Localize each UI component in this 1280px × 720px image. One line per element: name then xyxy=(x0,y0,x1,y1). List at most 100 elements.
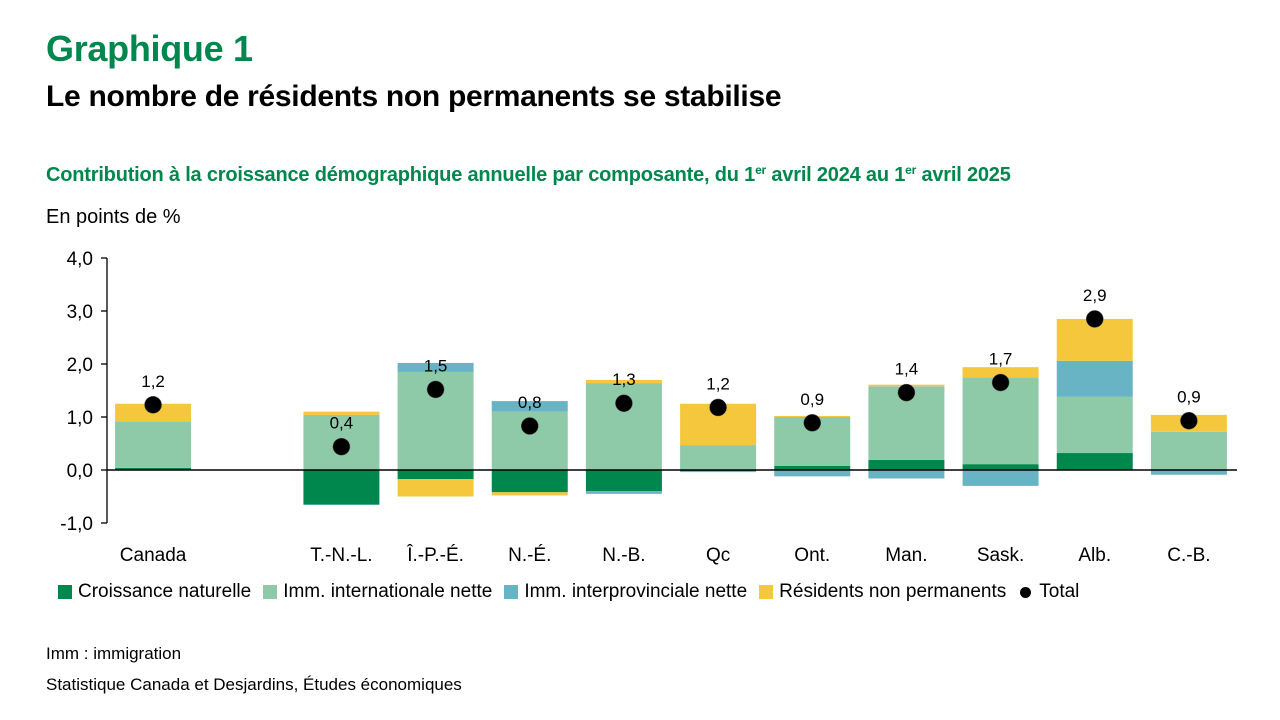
bar-segment-croissance-naturelle xyxy=(774,465,851,470)
total-data-label: 1,2 xyxy=(141,372,165,391)
legend-swatch xyxy=(263,585,278,599)
legend-label: Imm. internationale nette xyxy=(283,581,493,602)
total-data-label: 1,7 xyxy=(989,350,1013,369)
bars-layer xyxy=(115,318,1227,505)
legend-label: Imm. interprovinciale nette xyxy=(524,581,748,602)
total-data-label: 0,9 xyxy=(1177,388,1201,407)
bar-segment-imm-internationale xyxy=(115,421,192,468)
legend-label: Croissance naturelle xyxy=(78,581,252,602)
x-tick-label: Canada xyxy=(120,545,187,566)
x-tick-label: N.-É. xyxy=(508,545,551,566)
subtitle-part: avril 2024 au 1 xyxy=(766,164,906,186)
x-tick-label: Î.-P.-É. xyxy=(406,544,464,566)
x-tick-label: Man. xyxy=(885,545,927,566)
total-dot xyxy=(615,394,633,412)
total-dot xyxy=(803,414,821,432)
legend: Croissance naturelle Imm. internationale… xyxy=(58,581,1091,603)
y-tick-label: 1,0 xyxy=(67,408,93,429)
labels-layer: -1,0 0,0 1,0 2,0 3,0 4,0 Canada T.-N.-L. Î.-P.-É… xyxy=(60,249,1210,566)
bar-segment-croissance-naturelle xyxy=(491,470,568,493)
bar-segment-croissance-naturelle xyxy=(303,470,380,505)
legend-swatch xyxy=(58,585,72,599)
subtitle-superscript: er xyxy=(905,163,917,177)
bar-segment-imm-interprovinciale xyxy=(962,470,1039,486)
bar-segment-croissance-naturelle xyxy=(585,470,662,492)
subtitle-part: avril 2025 xyxy=(916,164,1011,186)
total-data-label: 0,9 xyxy=(800,390,824,409)
total-dot xyxy=(1086,310,1104,328)
legend-label: Résidents non permanents xyxy=(779,581,1007,602)
bar-segment-imm-internationale xyxy=(1150,431,1227,470)
bar-segment-imm-interprovinciale xyxy=(303,504,380,505)
bar-segment-imm-interprovinciale xyxy=(868,470,945,479)
total-data-label: 1,4 xyxy=(895,360,919,379)
bar-segment-imm-interprovinciale xyxy=(1150,470,1227,475)
bar-segment-residents-non-permanents xyxy=(303,411,380,415)
total-dot xyxy=(426,380,445,399)
bar-segment-imm-interprovinciale xyxy=(680,471,757,473)
total-dot xyxy=(521,417,539,435)
bar-segment-imm-interprovinciale xyxy=(585,491,662,494)
total-dot xyxy=(332,437,351,456)
total-data-label: 1,5 xyxy=(424,356,448,375)
axes-layer xyxy=(101,257,1237,524)
total-data-label: 1,2 xyxy=(706,374,730,393)
bar-segment-residents-non-permanents xyxy=(585,379,662,384)
x-tick-label: T.-N.-L. xyxy=(310,545,372,566)
legend-swatch xyxy=(504,585,519,599)
chart-subtitle: Contribution à la croissance démographiq… xyxy=(46,164,1011,187)
y-tick-label: 4,0 xyxy=(67,249,93,270)
bar-segment-residents-non-permanents xyxy=(397,479,474,497)
subtitle-superscript: er xyxy=(755,163,767,177)
footnote: Imm : immigration xyxy=(46,644,182,663)
legend-item-croissance-naturelle: Croissance naturelle xyxy=(58,581,251,603)
subtitle-part: Contribution à la croissance démographiq… xyxy=(46,164,756,186)
bar-segment-croissance-naturelle xyxy=(962,464,1039,470)
legend-item-total: Total xyxy=(1018,581,1079,603)
bar-segment-residents-non-permanents xyxy=(491,492,568,496)
y-tick-label: 0,0 xyxy=(67,461,93,482)
legend-label: Total xyxy=(1039,581,1080,602)
bar-segment-imm-internationale xyxy=(962,377,1039,465)
total-dot xyxy=(709,398,727,417)
legend-swatch xyxy=(759,585,774,599)
total-dot xyxy=(897,383,916,402)
y-tick-label: 2,0 xyxy=(67,355,93,376)
total-dot xyxy=(144,396,162,414)
source-note: Statistique Canada et Desjardins, Études… xyxy=(46,675,462,694)
x-tick-label: Alb. xyxy=(1078,545,1111,566)
x-tick-label: N.-B. xyxy=(602,545,645,566)
x-tick-label: Sask. xyxy=(977,545,1025,566)
chart-number: Graphique 1 xyxy=(46,28,253,69)
total-dots-layer xyxy=(144,310,1198,456)
total-data-label: 0,8 xyxy=(518,393,542,412)
total-data-label: 1,3 xyxy=(612,370,636,389)
legend-item-residents-non-permanents: Résidents non permanents xyxy=(759,581,1006,603)
bar-segment-imm-interprovinciale xyxy=(1056,360,1133,397)
bar-segment-croissance-naturelle xyxy=(397,470,474,480)
legend-item-imm-internationale: Imm. internationale nette xyxy=(263,581,492,603)
x-tick-label: C.-B. xyxy=(1167,545,1210,566)
bar-segment-imm-interprovinciale xyxy=(397,362,474,372)
total-dot xyxy=(1180,411,1198,430)
x-tick-label: Qc xyxy=(706,545,730,566)
bar-segment-imm-interprovinciale xyxy=(491,401,568,412)
y-axis-unit-label: En points de % xyxy=(46,206,181,228)
bar-segment-residents-non-permanents xyxy=(962,367,1039,378)
bar-segment-imm-internationale xyxy=(1056,396,1133,454)
total-data-label: 2,9 xyxy=(1083,286,1107,305)
total-data-label: 0,4 xyxy=(330,414,354,433)
total-dot xyxy=(991,373,1010,392)
bar-segment-croissance-naturelle xyxy=(868,459,945,470)
chart-title: Le nombre de résidents non permanents se… xyxy=(46,80,782,113)
bar-segment-imm-internationale xyxy=(680,445,757,470)
bar-segment-croissance-naturelle xyxy=(115,467,192,470)
x-tick-label: Ont. xyxy=(794,545,830,566)
bar-segment-imm-interprovinciale xyxy=(774,470,851,477)
bar-segment-croissance-naturelle xyxy=(1056,453,1133,470)
y-tick-label: 3,0 xyxy=(67,302,93,323)
y-tick-label: -1,0 xyxy=(60,514,93,535)
legend-item-imm-interprovinciale: Imm. interprovinciale nette xyxy=(504,581,747,603)
legend-dot-icon xyxy=(1020,586,1032,598)
